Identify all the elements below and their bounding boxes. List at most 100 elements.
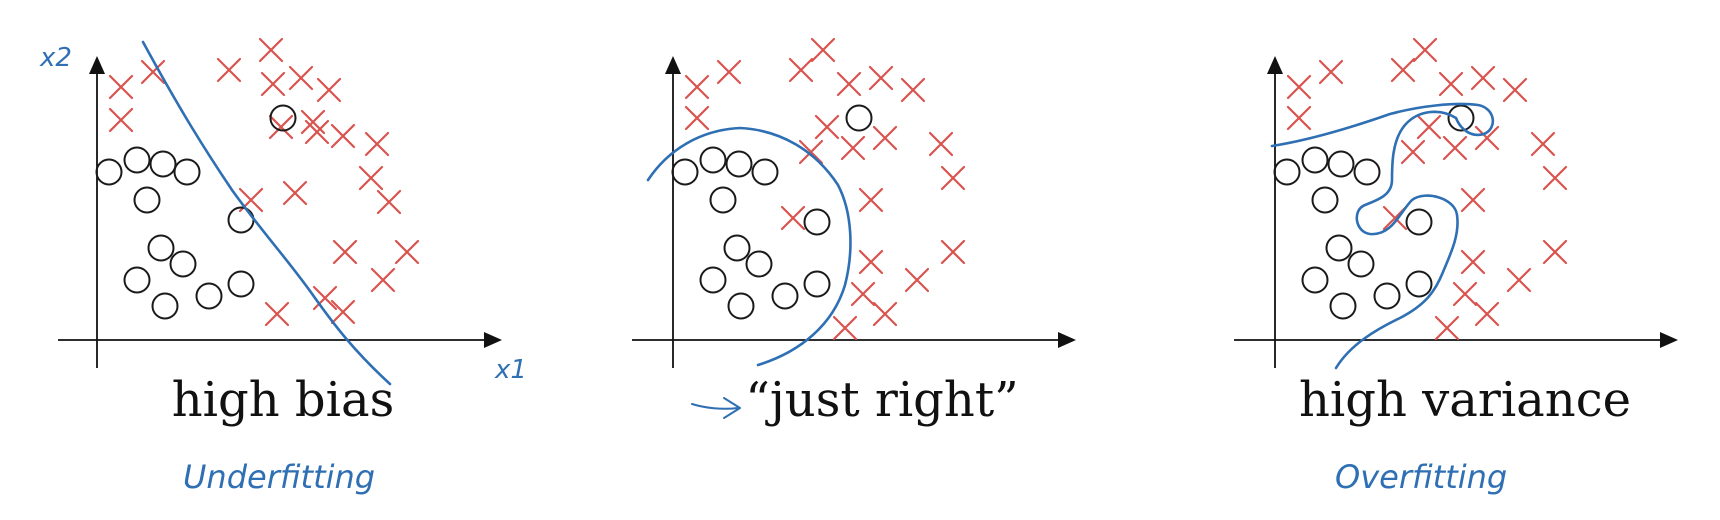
circle-mark bbox=[723, 234, 751, 262]
cross-mark bbox=[1442, 135, 1468, 161]
pointer-arrow-icon bbox=[691, 397, 741, 419]
cross-mark bbox=[904, 267, 930, 293]
cross-mark bbox=[836, 71, 862, 97]
panel-label: “just right” bbox=[745, 372, 1018, 428]
panel-label: high bias bbox=[172, 372, 395, 428]
cross-mark bbox=[1452, 281, 1478, 307]
circle-mark bbox=[1273, 158, 1301, 186]
cross-mark bbox=[330, 123, 356, 149]
cross-mark bbox=[1542, 165, 1568, 191]
cross-mark bbox=[940, 165, 966, 191]
cross-mark bbox=[1506, 267, 1532, 293]
panel-just-right: “just right” bbox=[632, 37, 1076, 428]
cross-mark bbox=[1438, 71, 1464, 97]
cross-mark bbox=[330, 299, 356, 325]
circle-mark bbox=[671, 158, 699, 186]
cross-mark bbox=[268, 114, 294, 140]
panel-high-variance: high variance Overfitting bbox=[1234, 37, 1678, 496]
circle-mark bbox=[709, 186, 737, 214]
cross-mark bbox=[780, 205, 806, 231]
cross-marks bbox=[108, 37, 420, 327]
circle-mark bbox=[751, 158, 779, 186]
circle-mark bbox=[133, 186, 161, 214]
circle-mark bbox=[771, 282, 799, 310]
cross-mark bbox=[840, 135, 866, 161]
cross-mark bbox=[832, 315, 858, 341]
circle-mark bbox=[227, 270, 255, 298]
cross-mark bbox=[1412, 37, 1438, 63]
cross-mark bbox=[358, 165, 384, 191]
cross-mark bbox=[1318, 59, 1344, 85]
axes bbox=[632, 56, 1076, 368]
cross-mark bbox=[850, 281, 876, 307]
circle-mark bbox=[1311, 186, 1339, 214]
cross-mark bbox=[1474, 125, 1500, 151]
cross-mark bbox=[868, 65, 894, 91]
circle-mark bbox=[1373, 282, 1401, 310]
cross-mark bbox=[1474, 301, 1500, 327]
x-axis-label: x1 bbox=[494, 355, 527, 385]
circle-mark bbox=[123, 266, 151, 294]
panel-high-bias: x2 x1 high bias Underfitting bbox=[39, 37, 527, 496]
cross-mark bbox=[316, 77, 342, 103]
panel-label: high variance bbox=[1299, 372, 1631, 428]
cross-mark bbox=[1286, 74, 1312, 100]
circle-mark bbox=[1301, 266, 1329, 294]
cross-mark bbox=[108, 107, 134, 133]
circle-mark bbox=[699, 266, 727, 294]
cross-mark bbox=[1502, 77, 1528, 103]
cross-mark bbox=[264, 301, 290, 327]
cross-mark bbox=[858, 249, 884, 275]
circle-mark bbox=[269, 104, 297, 132]
cross-mark bbox=[1460, 187, 1486, 213]
cross-mark bbox=[258, 37, 284, 63]
cross-mark bbox=[332, 239, 358, 265]
decision-boundary-linear bbox=[141, 40, 392, 386]
circle-mark bbox=[123, 146, 151, 174]
circle-mark bbox=[725, 150, 753, 178]
x-axis-arrow-icon bbox=[1660, 332, 1678, 348]
cross-mark bbox=[1400, 139, 1426, 165]
circle-marks bbox=[671, 104, 873, 320]
cross-mark bbox=[288, 65, 314, 91]
cross-mark bbox=[814, 114, 840, 140]
circle-mark bbox=[845, 104, 873, 132]
y-axis-label: x2 bbox=[39, 43, 72, 73]
circle-mark bbox=[1405, 208, 1433, 236]
cross-mark bbox=[216, 57, 242, 83]
cross-mark bbox=[810, 37, 836, 63]
cross-mark bbox=[1434, 315, 1460, 341]
circle-mark bbox=[1353, 158, 1381, 186]
circle-mark bbox=[173, 158, 201, 186]
cross-mark bbox=[1542, 239, 1568, 265]
circle-mark bbox=[147, 234, 175, 262]
cross-mark bbox=[1286, 105, 1312, 131]
y-axis-arrow-icon bbox=[89, 56, 105, 74]
cross-mark bbox=[282, 180, 308, 206]
axes bbox=[1234, 56, 1678, 368]
circle-mark bbox=[1327, 150, 1355, 178]
circle-mark bbox=[1447, 104, 1475, 132]
x-axis-arrow-icon bbox=[1058, 332, 1076, 348]
cross-mark bbox=[928, 131, 954, 157]
cross-mark bbox=[1416, 114, 1442, 140]
cross-mark bbox=[940, 239, 966, 265]
circle-mark bbox=[195, 282, 223, 310]
circle-marks bbox=[1273, 104, 1475, 320]
handwritten-note: Overfitting bbox=[1335, 458, 1507, 496]
handwritten-note: Underfitting bbox=[183, 458, 375, 496]
cross-mark bbox=[872, 125, 898, 151]
cross-mark bbox=[684, 105, 710, 131]
circle-mark bbox=[169, 250, 197, 278]
cross-mark bbox=[798, 139, 824, 165]
cross-mark bbox=[140, 59, 166, 85]
circle-mark bbox=[1329, 292, 1357, 320]
cross-mark bbox=[900, 77, 926, 103]
circle-mark bbox=[1405, 270, 1433, 298]
circle-mark bbox=[699, 146, 727, 174]
circle-marks bbox=[95, 104, 297, 320]
cross-mark bbox=[716, 59, 742, 85]
cross-mark bbox=[370, 267, 396, 293]
cross-mark bbox=[364, 131, 390, 157]
